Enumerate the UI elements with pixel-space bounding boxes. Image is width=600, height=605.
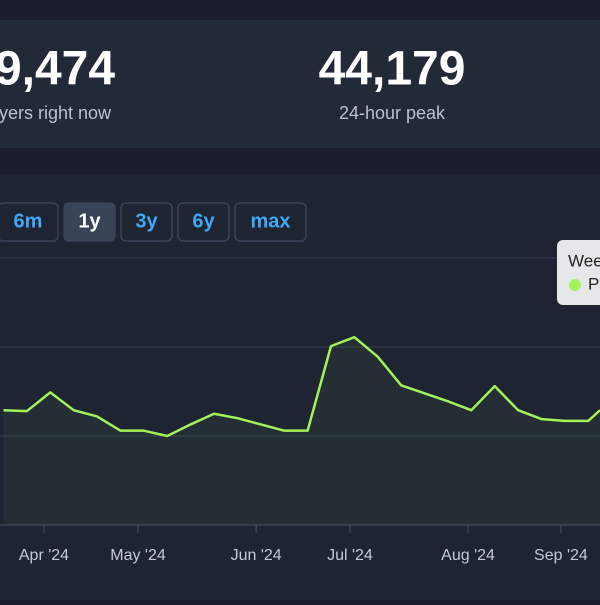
range-label[interactable]: 3y xyxy=(135,210,158,232)
tooltip xyxy=(557,240,600,305)
x-tick-label: Apr '24 xyxy=(19,547,69,564)
stat-label: 24-hour peak xyxy=(339,103,446,123)
range-label[interactable]: max xyxy=(250,210,290,232)
x-tick-label: Jul '24 xyxy=(327,547,373,564)
range-button[interactable] xyxy=(234,202,307,242)
line xyxy=(3,335,600,438)
range-button[interactable] xyxy=(177,202,230,242)
range-button[interactable] xyxy=(120,202,173,242)
range-button[interactable] xyxy=(63,202,116,242)
range-label[interactable]: 6y xyxy=(192,210,215,232)
stat-value: 44,179 xyxy=(319,43,466,96)
stats-panel xyxy=(0,20,600,148)
tooltip-dot xyxy=(569,279,581,291)
stat-label: yers right now xyxy=(0,103,112,123)
x-tick-label: Aug '24 xyxy=(441,547,495,564)
x-tick-label: May '24 xyxy=(110,547,166,564)
range-button[interactable] xyxy=(0,202,59,242)
range-label[interactable]: 1y xyxy=(78,210,101,232)
stat-value: 9,474 xyxy=(0,43,115,96)
tooltip-title: Wee xyxy=(568,251,600,270)
range-label[interactable]: 6m xyxy=(14,210,43,232)
tooltip-entry: P xyxy=(588,274,599,293)
x-tick-label: Jun '24 xyxy=(231,547,282,564)
chart-panel xyxy=(0,175,600,600)
x-tick-label: Sep '24 xyxy=(534,547,588,564)
